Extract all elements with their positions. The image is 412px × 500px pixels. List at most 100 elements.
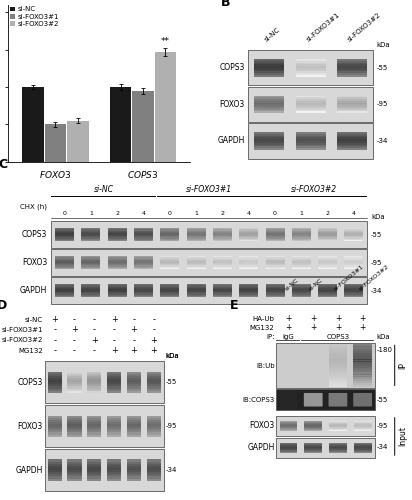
Bar (344, 239, 363, 240)
Bar (147, 478, 161, 480)
Bar (134, 230, 153, 232)
Bar (353, 374, 372, 376)
Bar (127, 468, 141, 470)
Text: -55: -55 (377, 65, 388, 71)
Bar (68, 382, 82, 384)
Text: -: - (53, 336, 56, 344)
Text: -95: -95 (166, 423, 177, 429)
Bar (354, 430, 372, 432)
Bar (127, 428, 141, 430)
Bar (127, 422, 141, 424)
Bar (55, 239, 74, 240)
Bar (344, 236, 363, 238)
Bar (304, 451, 322, 452)
Bar (127, 426, 141, 428)
Bar (87, 460, 101, 462)
Bar (68, 388, 82, 390)
Bar (87, 420, 101, 422)
Bar (82, 258, 101, 260)
Bar (187, 240, 206, 242)
Bar (353, 385, 372, 388)
Bar (304, 430, 322, 432)
Bar (296, 106, 326, 108)
Bar (147, 462, 161, 464)
Bar (107, 376, 121, 378)
Bar (108, 256, 126, 258)
Bar (187, 238, 206, 239)
Bar (337, 101, 368, 102)
Bar (45, 124, 66, 162)
Bar (134, 236, 153, 238)
Bar (82, 264, 101, 266)
Bar (344, 267, 363, 268)
Bar (337, 132, 368, 134)
Bar (337, 61, 368, 62)
Text: kDa: kDa (371, 214, 385, 220)
Bar (127, 388, 141, 390)
Bar (48, 462, 62, 464)
Bar (127, 420, 141, 422)
Bar (213, 239, 232, 240)
Bar (239, 260, 258, 262)
Bar (134, 294, 153, 295)
Bar (344, 230, 363, 232)
Bar (254, 75, 284, 76)
Bar (329, 426, 347, 428)
Text: +: + (359, 314, 366, 324)
Bar (239, 286, 258, 288)
Bar (344, 296, 363, 298)
Text: 4: 4 (247, 211, 251, 216)
Bar (353, 368, 372, 370)
Bar (304, 422, 322, 424)
Bar (292, 284, 311, 286)
Bar (147, 380, 161, 382)
Bar (296, 66, 326, 68)
FancyBboxPatch shape (328, 393, 347, 406)
Bar (55, 267, 74, 268)
Bar (292, 258, 311, 260)
Text: si-NC: si-NC (264, 26, 281, 42)
Bar (87, 470, 101, 472)
Bar (134, 266, 153, 267)
Bar (213, 294, 232, 295)
Bar (344, 268, 363, 270)
Text: MG132: MG132 (18, 348, 43, 354)
Bar (213, 232, 232, 234)
Bar (354, 449, 372, 450)
Bar (67, 120, 89, 162)
Bar (239, 284, 258, 286)
Bar (127, 470, 141, 472)
Text: -95: -95 (377, 422, 388, 428)
Bar (187, 230, 206, 232)
Bar (134, 292, 153, 294)
Text: +: + (310, 314, 316, 324)
Bar (82, 290, 101, 292)
Text: IP:: IP: (266, 334, 274, 340)
Bar (280, 451, 297, 452)
Bar (296, 104, 326, 106)
Bar (48, 466, 62, 468)
Bar (160, 286, 179, 288)
Text: si-FOXO3#2: si-FOXO3#2 (358, 264, 390, 292)
Bar (329, 428, 347, 430)
Bar (68, 384, 82, 386)
Bar (239, 239, 258, 240)
Bar (353, 383, 372, 386)
Bar (187, 284, 206, 286)
Bar (160, 260, 179, 262)
Bar (329, 451, 347, 452)
Bar (127, 476, 141, 478)
Bar (318, 288, 337, 290)
Bar (318, 268, 337, 270)
Bar (280, 444, 297, 445)
Bar (107, 420, 121, 422)
Bar (280, 390, 297, 409)
Bar (254, 143, 284, 144)
Bar (55, 232, 74, 234)
Bar (55, 292, 74, 294)
Bar (87, 418, 101, 420)
Bar (134, 240, 153, 242)
Bar (329, 372, 347, 374)
Bar (187, 239, 206, 240)
Text: 4: 4 (352, 211, 356, 216)
